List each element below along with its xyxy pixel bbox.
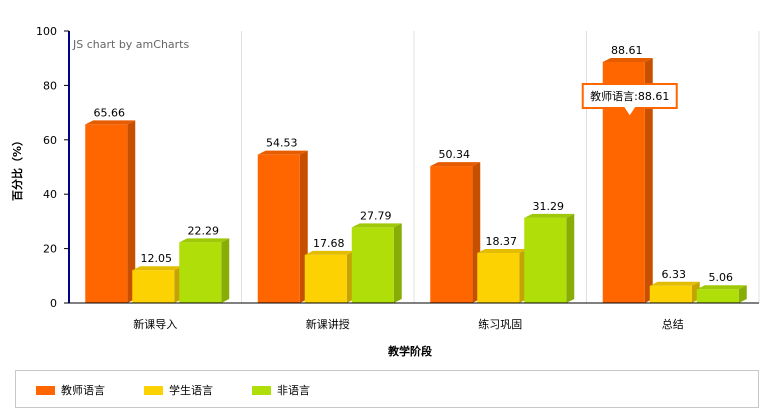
- bar-front: [430, 166, 473, 303]
- data-label: 27.79: [360, 209, 392, 222]
- bar-side: [644, 57, 653, 303]
- bar: [477, 249, 528, 303]
- bar-top: [649, 281, 700, 286]
- legend-swatch-teacher: [36, 385, 55, 395]
- bar-top: [179, 238, 230, 243]
- bar-top: [132, 266, 183, 271]
- legend-swatch-student: [144, 385, 163, 395]
- chart-credit[interactable]: JS chart by amCharts: [72, 38, 189, 51]
- data-label: 22.29: [188, 224, 220, 237]
- bar-side: [221, 238, 230, 303]
- bar: [351, 223, 402, 303]
- bar-top: [430, 162, 481, 167]
- legend-item-student[interactable]: 学生语言: [144, 383, 213, 397]
- y-tick-label: 60: [43, 134, 57, 147]
- bar: [649, 281, 700, 303]
- bar-side: [127, 120, 136, 303]
- legend: 教师语言 学生语言 非语言: [15, 370, 759, 408]
- x-tick-label: 总结: [662, 317, 684, 331]
- legend-label-student: 学生语言: [169, 384, 213, 397]
- data-label: 50.34: [439, 148, 471, 161]
- bar-front: [351, 227, 394, 303]
- tooltip-text: 教师语言:88.61: [590, 90, 669, 103]
- bar-front: [477, 253, 520, 303]
- bar: [524, 213, 575, 303]
- bar-top: [696, 285, 747, 290]
- bar-front: [85, 124, 128, 303]
- bar-top: [351, 223, 402, 228]
- data-label: 18.37: [486, 235, 518, 248]
- bar-top: [304, 250, 355, 255]
- data-label: 54.53: [266, 137, 298, 150]
- bar-front: [524, 217, 567, 303]
- legend-item-teacher[interactable]: 教师语言: [36, 383, 105, 397]
- data-label: 88.61: [611, 44, 643, 57]
- data-label: 5.06: [709, 271, 734, 284]
- bar: [696, 285, 747, 303]
- data-label: 12.05: [141, 252, 173, 265]
- bars-group: 65.66 12.05 22.29 54.53 17.68 27.79 50.34 18.37…: [85, 44, 747, 303]
- bar-front: [257, 154, 300, 303]
- data-label: 17.68: [313, 237, 345, 250]
- x-tick-label: 新课导入: [133, 317, 177, 331]
- bar-top: [257, 150, 308, 155]
- bar-top: [524, 213, 575, 218]
- data-label: 65.66: [94, 106, 126, 119]
- y-tick-label: 40: [43, 188, 57, 201]
- bar-top: [85, 120, 136, 125]
- bar: [304, 250, 355, 303]
- legend-swatch-nonverbal: [252, 385, 271, 395]
- axes-group: 0 20 40 60 80 100 新课导入 新课讲授 练习巩固 总结: [36, 25, 759, 331]
- tooltip: 教师语言:88.61: [581, 83, 678, 119]
- legend-label-nonverbal: 非语言: [277, 384, 310, 397]
- legend-label-teacher: 教师语言: [61, 384, 105, 397]
- bar: [257, 150, 308, 303]
- x-tick-label: 新课讲授: [306, 317, 350, 331]
- bar: [85, 120, 136, 303]
- y-tick-label: 100: [36, 25, 57, 38]
- bar-front: [304, 254, 347, 303]
- bar-front: [132, 270, 175, 303]
- bar-top: [477, 249, 528, 254]
- bar: [132, 266, 183, 303]
- bar-front: [696, 289, 739, 303]
- y-tick-label: 20: [43, 243, 57, 256]
- bar-side: [393, 223, 402, 303]
- x-tick-label: 练习巩固: [478, 317, 522, 331]
- bar: [430, 162, 481, 303]
- y-axis-title: 百分比（%）: [10, 135, 24, 201]
- bar-side: [738, 285, 747, 303]
- bar-front: [179, 242, 222, 303]
- bar-top: [602, 57, 653, 62]
- data-label: 31.29: [533, 200, 565, 213]
- y-tick-label: 80: [43, 79, 57, 92]
- bar: [179, 238, 230, 303]
- tooltip-box: [581, 83, 678, 119]
- data-label: 6.33: [662, 268, 687, 281]
- bar-front: [649, 285, 692, 303]
- bar-side: [566, 213, 575, 303]
- y-tick-label: 0: [50, 297, 57, 310]
- grid-lines: [241, 31, 760, 303]
- x-axis-title: 教学阶段: [387, 344, 432, 358]
- legend-item-nonverbal[interactable]: 非语言: [252, 383, 310, 397]
